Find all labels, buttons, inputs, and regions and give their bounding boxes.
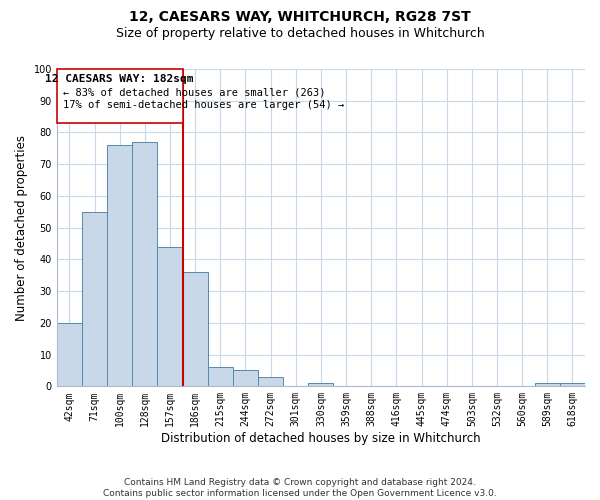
Bar [233, 370, 258, 386]
Y-axis label: Number of detached properties: Number of detached properties [15, 134, 28, 320]
Text: ← 83% of detached houses are smaller (263): ← 83% of detached houses are smaller (26… [63, 88, 325, 98]
Bar [560, 383, 585, 386]
Bar [258, 377, 283, 386]
Bar [57, 323, 82, 386]
X-axis label: Distribution of detached houses by size in Whitchurch: Distribution of detached houses by size … [161, 432, 481, 445]
Bar [82, 212, 107, 386]
Bar [157, 246, 182, 386]
Bar [308, 383, 334, 386]
Bar [132, 142, 157, 386]
Text: Size of property relative to detached houses in Whitchurch: Size of property relative to detached ho… [116, 28, 484, 40]
Text: 17% of semi-detached houses are larger (54) →: 17% of semi-detached houses are larger (… [63, 100, 344, 110]
Text: 12, CAESARS WAY, WHITCHURCH, RG28 7ST: 12, CAESARS WAY, WHITCHURCH, RG28 7ST [129, 10, 471, 24]
Bar [208, 368, 233, 386]
Bar [182, 272, 208, 386]
Text: 12 CAESARS WAY: 182sqm: 12 CAESARS WAY: 182sqm [46, 74, 194, 84]
Bar [107, 145, 132, 386]
Bar [535, 383, 560, 386]
Text: Contains HM Land Registry data © Crown copyright and database right 2024.
Contai: Contains HM Land Registry data © Crown c… [103, 478, 497, 498]
